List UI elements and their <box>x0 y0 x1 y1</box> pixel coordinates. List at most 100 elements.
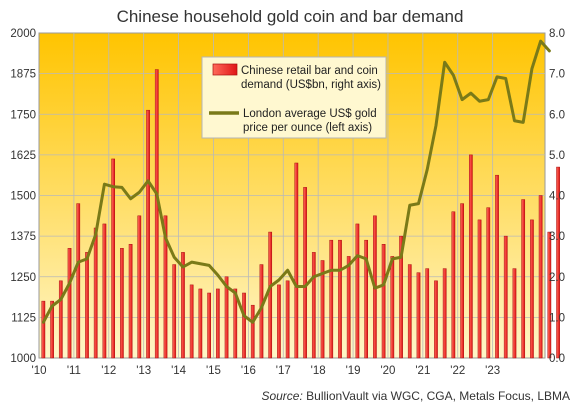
left-tick-label: 1625 <box>10 150 36 162</box>
x-tick-label: '17 <box>276 365 291 377</box>
bar <box>407 264 412 359</box>
bar <box>346 256 351 359</box>
bar <box>285 280 290 359</box>
bar <box>390 256 395 359</box>
bar <box>85 252 89 359</box>
left-tick-label: 1250 <box>10 272 36 284</box>
bar <box>93 227 98 359</box>
right-tick-label: 4.0 <box>549 191 565 203</box>
source-note: Source: BullionVault via WGC, CGA, Metal… <box>261 389 570 403</box>
bar <box>442 268 447 359</box>
right-tick-label: 8.0 <box>549 28 565 40</box>
legend-bar-label-line2: demand (US$bn, right axis) <box>241 79 381 91</box>
bar <box>189 284 194 359</box>
left-tick-label: 2000 <box>10 28 36 40</box>
left-axis: 1000 1125 1250 1375 1500 1625 1750 1875 2000 <box>10 28 36 365</box>
bar <box>477 219 482 359</box>
source-text: BullionVault via WGC, CGA, Metals Focus,… <box>306 389 570 403</box>
bar <box>268 231 273 359</box>
bar <box>41 300 46 359</box>
bar <box>181 252 185 359</box>
right-axis: 0.0 1.0 2.0 3.0 4.0 5.0 6.0 7.0 8.0 <box>549 28 565 365</box>
source-label: Source: <box>261 389 302 403</box>
line-series <box>41 39 551 324</box>
bar <box>468 154 473 359</box>
x-tick-label: '21 <box>415 365 430 377</box>
bar <box>207 292 211 359</box>
bar <box>224 276 229 359</box>
bar <box>503 235 508 359</box>
bar <box>102 223 107 359</box>
bar-series <box>41 69 560 359</box>
bar <box>154 69 159 359</box>
bar <box>486 207 491 359</box>
x-tick-label: '19 <box>346 365 361 377</box>
left-tick-label: 1750 <box>10 109 36 121</box>
bar <box>76 203 81 359</box>
left-tick-label: 1500 <box>10 191 36 203</box>
x-tick-label: '10 <box>32 365 47 377</box>
bar <box>329 239 334 359</box>
x-tick-label: '13 <box>136 365 151 377</box>
bar <box>460 203 464 359</box>
left-tick-label: 1125 <box>11 312 36 324</box>
bar <box>425 268 430 359</box>
right-tick-label: 3.0 <box>549 231 565 243</box>
legend: Chinese retail bar and coin demand (US$b… <box>201 56 387 139</box>
x-tick-label: '16 <box>241 365 256 377</box>
bar <box>381 244 386 359</box>
bar <box>233 288 238 359</box>
left-tick-label: 1875 <box>10 69 36 81</box>
legend-line-label-line2: price per ounce (left axis) <box>243 122 372 134</box>
bar <box>530 219 534 359</box>
bar <box>538 195 543 359</box>
x-tick-label: '20 <box>380 365 395 377</box>
bar <box>434 280 438 359</box>
bar <box>451 211 456 359</box>
left-tick-label: 1375 <box>10 231 36 243</box>
bar <box>399 235 403 359</box>
bar <box>364 239 369 359</box>
x-axis: '10 '11 '12 '13 '14 '15 '16 '17 '18 '19 '20 '21 '22 '… <box>32 365 501 377</box>
bar <box>242 292 246 359</box>
bar <box>58 280 63 359</box>
bar <box>146 109 150 359</box>
bar <box>50 300 54 359</box>
x-tick-label: '14 <box>171 365 187 377</box>
bar <box>338 239 342 359</box>
bar <box>512 268 517 359</box>
bar <box>277 284 281 359</box>
bar <box>547 231 552 359</box>
right-tick-label: 1.0 <box>549 312 565 324</box>
bar <box>111 158 116 359</box>
x-tick-label: '23 <box>485 365 500 377</box>
x-tick-label: '11 <box>67 365 81 377</box>
x-tick-label: '18 <box>311 365 326 377</box>
bar <box>128 244 133 359</box>
bar <box>198 288 203 359</box>
bar <box>303 187 307 359</box>
x-tick-label: '12 <box>101 365 116 377</box>
bar <box>320 260 325 359</box>
legend-line-label-line1: London average US$ gold <box>243 108 377 120</box>
bar <box>294 162 299 359</box>
bar <box>311 252 316 359</box>
bar <box>163 215 168 359</box>
bar <box>172 264 177 359</box>
legend-bar-label-line1: Chinese retail bar and coin <box>241 65 378 77</box>
x-tick-label: '22 <box>450 365 465 377</box>
chart-title: Chinese household gold coin and bar dema… <box>117 7 464 26</box>
x-tick-label: '15 <box>206 365 221 377</box>
right-tick-label: 2.0 <box>549 272 565 284</box>
right-tick-label: 5.0 <box>549 150 565 162</box>
bar <box>250 304 255 359</box>
bar <box>521 199 526 359</box>
bar <box>120 248 124 359</box>
bar <box>137 215 142 359</box>
bar <box>556 166 560 359</box>
bar <box>215 288 220 359</box>
right-tick-label: 0.0 <box>549 353 565 365</box>
bar <box>355 223 360 359</box>
left-tick-label: 1000 <box>10 353 36 365</box>
